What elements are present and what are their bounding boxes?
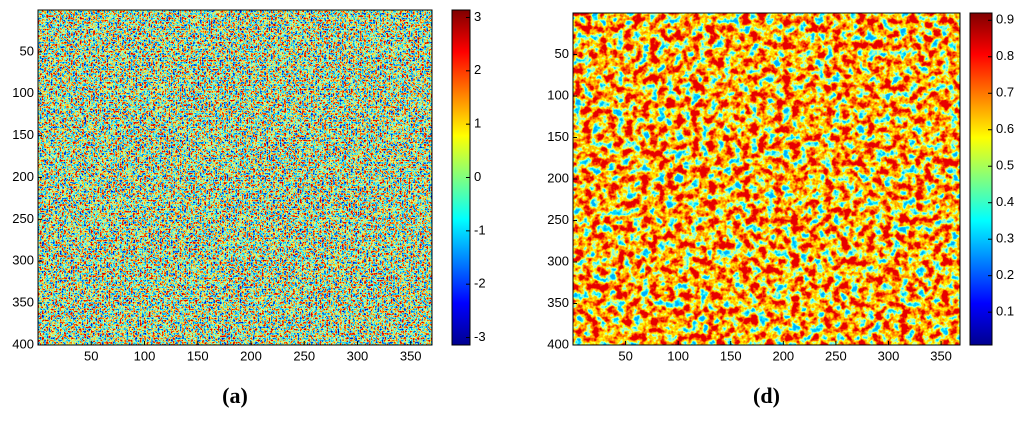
y-tick-label: 250 [547,212,569,227]
x-tick-label: 100 [667,348,689,363]
x-tick-label: 250 [825,348,847,363]
x-tick-label: 350 [400,348,422,363]
colorbar-tick-label: 0.3 [996,231,1014,246]
x-tick-label: 300 [347,348,369,363]
panel-caption: (d) [753,383,780,408]
colorbar-tick-label: 0.5 [996,158,1014,173]
x-tick-label: 200 [772,348,794,363]
panel-caption: (a) [222,383,248,408]
y-tick-label: 400 [547,336,569,351]
x-tick-label: 150 [187,348,209,363]
colorbar-tick-label: 1 [474,116,481,131]
y-tick-label: 150 [547,129,569,144]
y-tick-label: 200 [12,169,34,184]
y-tick-label: 400 [12,336,34,351]
colorbar-tick-label: 3 [474,9,481,24]
y-tick-label: 350 [12,295,34,310]
colorbar-tick-label: -3 [474,329,486,344]
colorbar-tick-label: 0.2 [996,267,1014,282]
x-tick-label: 300 [878,348,900,363]
colorbar-tick-label: 0.4 [996,194,1014,209]
x-tick-label: 50 [618,348,632,363]
colorbar-tick-label: 0.9 [996,12,1014,27]
y-tick-label: 50 [555,46,569,61]
y-tick-label: 150 [12,127,34,142]
colorbar-tick-label: 0.8 [996,48,1014,63]
y-tick-label: 300 [547,253,569,268]
heatmap-image [573,13,960,345]
x-tick-label: 100 [134,348,156,363]
x-tick-label: 50 [84,348,98,363]
y-tick-label: 100 [547,87,569,102]
heatmap-image [38,10,432,345]
colorbar [969,12,993,346]
colorbar-tick-label: 0 [474,169,481,184]
y-tick-label: 200 [547,170,569,185]
x-tick-label: 250 [293,348,315,363]
colorbar-tick-label: 0.6 [996,121,1014,136]
colorbar-tick-label: 0.1 [996,304,1014,319]
x-tick-label: 200 [240,348,262,363]
x-tick-label: 350 [930,348,952,363]
y-tick-label: 100 [12,85,34,100]
y-tick-label: 350 [547,295,569,310]
colorbar-tick-label: 0.7 [996,85,1014,100]
y-tick-label: 50 [20,43,34,58]
x-tick-label: 150 [720,348,742,363]
colorbar-tick-label: 2 [474,62,481,77]
colorbar-tick-label: -2 [474,276,486,291]
y-tick-label: 300 [12,253,34,268]
y-tick-label: 250 [12,211,34,226]
colorbar-tick-label: -1 [474,222,486,237]
